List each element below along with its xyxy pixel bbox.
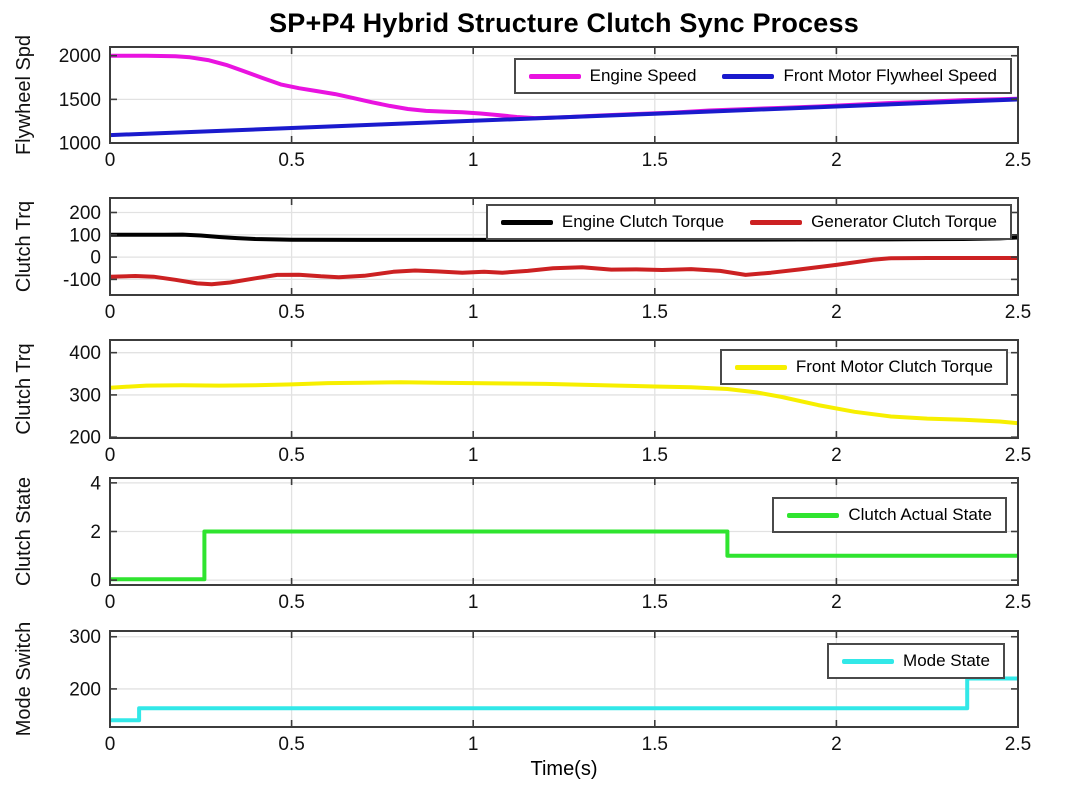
subplot-4: 0 0.5 1 1.5 2 2.5 0 2 4 Clutch State — [13, 473, 1031, 613]
y-tick-label: 200 — [69, 203, 101, 224]
figure-title: SP+P4 Hybrid Structure Clutch Sync Proce… — [269, 8, 859, 38]
y-tick-label: 100 — [69, 225, 101, 246]
x-tick-label: 1 — [468, 302, 479, 323]
legend-line-sample — [734, 364, 787, 370]
legend-label: Engine Clutch Torque — [561, 212, 725, 231]
x-tick-label: 0.5 — [278, 150, 304, 171]
y-tick-label: -100 — [63, 270, 101, 291]
x-tick-label: 2 — [831, 734, 842, 755]
legend-label: Front Motor Flywheel Speed — [783, 66, 997, 85]
y-axis-title: Clutch State — [13, 477, 35, 586]
legend-line-sample — [500, 219, 553, 225]
legend-front-motor-torque: Front Motor Clutch Torque — [719, 349, 1008, 385]
x-tick-label: 2 — [831, 445, 842, 466]
series-line-front-motor-clutch-torque — [109, 380, 1019, 426]
legend-flywheel-speed: Engine Speed Front Motor Flywheel Speed — [513, 58, 1012, 94]
axes-border — [109, 197, 1019, 296]
axes-border — [109, 630, 1019, 728]
x-tick-label: 2 — [831, 150, 842, 171]
x-tick-label: 0.5 — [278, 445, 304, 466]
x-tick-label: 1 — [468, 445, 479, 466]
x-tick-label: 1 — [468, 150, 479, 171]
legend-label: Generator Clutch Torque — [811, 212, 997, 231]
x-axis-title: Time(s) — [530, 758, 598, 780]
x-tick-label: 0 — [105, 445, 116, 466]
x-tick-label: 2.5 — [1005, 734, 1031, 755]
x-tick-label: 1.5 — [642, 302, 668, 323]
x-tick-label: 2 — [831, 302, 842, 323]
y-tick-label: 1000 — [59, 134, 101, 155]
legend-item-engine-speed: Engine Speed — [528, 66, 697, 86]
y-tick-label: 2 — [90, 522, 101, 543]
y-tick-label: 2000 — [59, 46, 101, 67]
subplot-3: 0 0.5 1 1.5 2 2.5 200 300 400 Clutch Trq — [13, 339, 1031, 466]
legend-label: Front Motor Clutch Torque — [795, 357, 993, 376]
legend-line-sample — [787, 512, 840, 518]
x-tick-label: 2.5 — [1005, 302, 1031, 323]
legend-line-sample — [750, 219, 803, 225]
legend-item-mode-state: Mode State — [842, 651, 990, 671]
legend-item-engine-clutch-torque: Engine Clutch Torque — [500, 212, 725, 232]
x-tick-label: 0.5 — [278, 592, 304, 613]
x-tick-label: 1 — [468, 734, 479, 755]
x-tick-label: 1.5 — [642, 150, 668, 171]
x-tick-label: 0 — [105, 150, 116, 171]
y-tick-label: 1500 — [59, 90, 101, 111]
x-tick-label: 0 — [105, 734, 116, 755]
series-line-front-motor-flywheel-speed — [109, 97, 1019, 138]
y-axis-title: Clutch Trq — [13, 343, 35, 434]
x-tick-label: 0.5 — [278, 734, 304, 755]
y-tick-label: 300 — [69, 627, 101, 648]
y-axis-title: Clutch Trq — [13, 201, 35, 292]
legend-label: Mode State — [903, 651, 990, 670]
subplot-1: 0 0.5 1 1.5 2 2.5 1000 1500 2000 Flywheel Spd — [13, 35, 1031, 171]
series-line-clutch-actual-state — [110, 529, 1018, 582]
subplot-5: 0 0.5 1 1.5 2 2.5 200 300 Mode Switch — [13, 622, 1031, 755]
legend-clutch-torque: Engine Clutch Torque Generator Clutch Tor… — [485, 204, 1012, 240]
x-tick-label: 0 — [105, 302, 116, 323]
y-tick-label: 300 — [69, 385, 101, 406]
x-tick-label: 2 — [831, 592, 842, 613]
axes-border — [109, 46, 1019, 144]
x-tick-label: 0.5 — [278, 302, 304, 323]
legend-line-sample — [528, 73, 581, 79]
legend-label: Engine Speed — [589, 66, 697, 85]
x-tick-label: 2.5 — [1005, 150, 1031, 171]
y-tick-label: 4 — [90, 473, 101, 494]
legend-line-sample — [842, 658, 895, 664]
legend-item-front-motor-flywheel-speed: Front Motor Flywheel Speed — [722, 66, 997, 86]
y-axis-title: Flywheel Spd — [13, 35, 35, 155]
y-tick-label: 0 — [90, 571, 101, 592]
y-tick-label: 0 — [90, 248, 101, 269]
x-tick-label: 1.5 — [642, 592, 668, 613]
series-line-mode-state — [110, 676, 1018, 723]
y-axis-title: Mode Switch — [13, 622, 35, 737]
legend-label: Clutch Actual State — [848, 505, 992, 524]
legend-line-sample — [722, 73, 775, 79]
legend-item-generator-clutch-torque: Generator Clutch Torque — [750, 212, 997, 232]
legend-item-front-motor-clutch-torque: Front Motor Clutch Torque — [734, 357, 993, 377]
x-tick-label: 1.5 — [642, 445, 668, 466]
y-tick-label: 400 — [69, 343, 101, 364]
legend-clutch-state: Clutch Actual State — [772, 497, 1007, 533]
x-tick-label: 0 — [105, 592, 116, 613]
legend-mode-state: Mode State — [827, 643, 1005, 679]
axes-border — [109, 339, 1019, 439]
x-tick-label: 2.5 — [1005, 445, 1031, 466]
legend-item-clutch-actual-state: Clutch Actual State — [787, 505, 992, 525]
x-tick-label: 1.5 — [642, 734, 668, 755]
y-tick-label: 200 — [69, 428, 101, 449]
x-tick-label: 2.5 — [1005, 592, 1031, 613]
series-line-generator-clutch-torque — [109, 256, 1018, 287]
x-tick-label: 1 — [468, 592, 479, 613]
y-tick-label: 200 — [69, 679, 101, 700]
